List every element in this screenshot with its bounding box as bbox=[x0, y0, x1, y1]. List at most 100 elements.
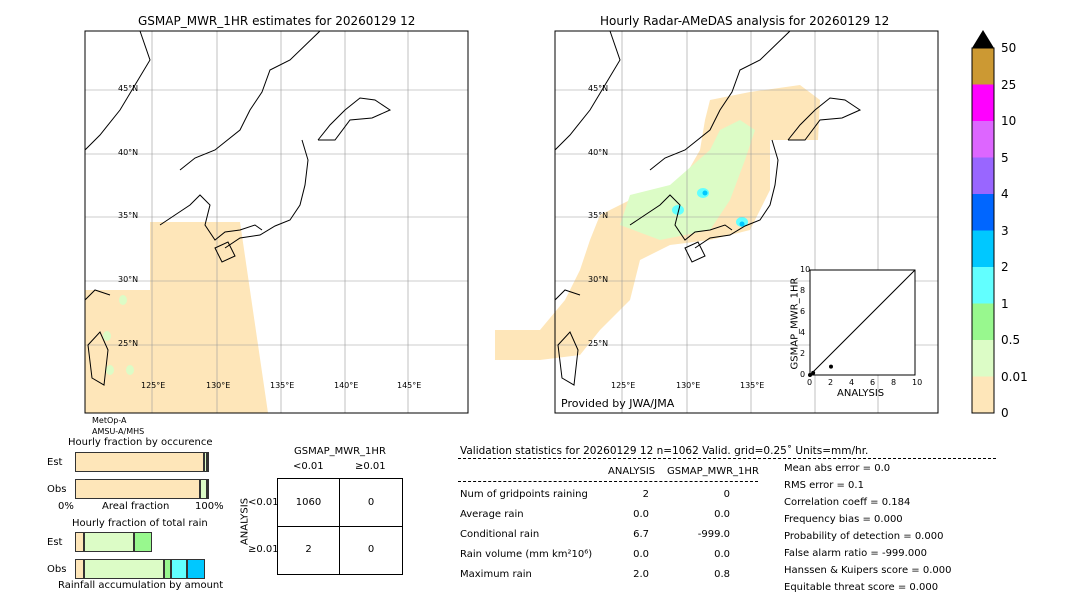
contingency-col-1: <0.01 bbox=[293, 461, 324, 472]
stacked-bar-segment bbox=[200, 479, 207, 499]
coastline bbox=[84, 30, 151, 151]
scatter-xtick: 10 bbox=[912, 378, 923, 387]
lon-label: 145°E bbox=[397, 381, 422, 390]
coastline bbox=[214, 241, 236, 263]
scatter-xtick: 8 bbox=[891, 378, 897, 387]
colorbar-tick: 3 bbox=[1001, 223, 1009, 238]
scatter-point bbox=[808, 373, 812, 377]
contingency-row-2: ≥0.01 bbox=[248, 544, 279, 555]
scatter-ytick: 4 bbox=[800, 328, 806, 337]
coastline bbox=[629, 194, 733, 241]
coastline bbox=[694, 139, 779, 249]
lat-label: 40°N bbox=[588, 148, 609, 157]
occurrence-title: Hourly fraction by occurence bbox=[68, 437, 213, 448]
right-map bbox=[495, 30, 939, 414]
coastline bbox=[317, 97, 392, 141]
colorbar-tick: 1 bbox=[1001, 296, 1009, 311]
scatter-ylabel: GSMAP_MWR_1HR bbox=[789, 277, 801, 370]
colorbar-bin-3 bbox=[972, 267, 994, 304]
stats-row-gsmap: 0.8 bbox=[714, 569, 730, 580]
stats-row-label: Maximum rain bbox=[460, 569, 532, 580]
light-rain-area bbox=[119, 295, 127, 305]
coastline bbox=[84, 289, 111, 301]
colorbar-bin-1 bbox=[972, 340, 994, 377]
stats-score: Hanssen & Kuipers score = 0.000 bbox=[784, 565, 952, 576]
contingency-col-2: ≥0.01 bbox=[355, 461, 386, 472]
stats-score: Correlation coeff = 0.184 bbox=[784, 497, 911, 508]
stats-score: Frequency bias = 0.000 bbox=[784, 514, 903, 525]
stats-row-analysis: 2.0 bbox=[633, 569, 649, 580]
rain-est-label: Est bbox=[47, 537, 63, 548]
stacked-bar-segment bbox=[75, 479, 201, 499]
occ-xmax: 100% bbox=[195, 501, 224, 512]
stacked-bar-segment bbox=[75, 559, 85, 579]
contingency-table: 1060 0 2 0 bbox=[277, 478, 403, 575]
stats-row-label: Average rain bbox=[460, 509, 524, 520]
stats-header: Validation statistics for 20260129 12 n=… bbox=[460, 445, 869, 457]
stacked-bar-segment bbox=[75, 532, 85, 552]
colorbar-bin-2 bbox=[972, 303, 994, 340]
lon-label: 125°E bbox=[611, 381, 636, 390]
scatter-xtick: 2 bbox=[828, 378, 834, 387]
colorbar-bin-0 bbox=[972, 376, 994, 413]
coastline bbox=[649, 30, 791, 171]
scatter-ytick: 0 bbox=[800, 370, 806, 379]
coastline bbox=[159, 194, 263, 241]
light-rain-area bbox=[106, 365, 114, 375]
colorbar-tick: 25 bbox=[1001, 77, 1017, 92]
colorbar-bin-9 bbox=[972, 48, 994, 85]
stats-row-gsmap: 0.0 bbox=[714, 549, 730, 560]
stats-row-label: Rain volume (mm km²10⁶) bbox=[460, 549, 593, 560]
colorbar-bin-6 bbox=[972, 157, 994, 194]
stats-row-label: Num of gridpoints raining bbox=[460, 489, 588, 500]
scatter-xtick: 4 bbox=[849, 378, 855, 387]
stacked-bar-segment bbox=[170, 559, 187, 579]
stacked-bar-segment bbox=[133, 532, 153, 552]
colorbar-tick: 5 bbox=[1001, 150, 1009, 165]
stats-row-label: Conditional rain bbox=[460, 529, 540, 540]
scatter-xtick: 0 bbox=[807, 378, 813, 387]
sensor-label-1: MetOp-A bbox=[92, 416, 127, 425]
heavy-rain-cell bbox=[702, 190, 708, 196]
scatter-point bbox=[811, 370, 816, 375]
rain-xlabel: Rainfall accumulation by amount bbox=[58, 580, 224, 591]
sensor-label-2: AMSU-A/MHS bbox=[92, 427, 145, 436]
stats-row-gsmap: -999.0 bbox=[697, 529, 730, 540]
lat-label: 30°N bbox=[118, 275, 139, 284]
stats-row-gsmap: 0 bbox=[723, 489, 730, 500]
stacked-bar-segment bbox=[84, 532, 134, 552]
coastline bbox=[224, 139, 309, 249]
stacked-bar-segment bbox=[164, 559, 171, 579]
lat-label: 35°N bbox=[118, 211, 139, 220]
coastline bbox=[787, 97, 862, 141]
colorbar-bin-5 bbox=[972, 194, 994, 231]
lon-label: 135°E bbox=[740, 381, 765, 390]
scatter-ytick: 2 bbox=[800, 349, 806, 358]
colorbar-frame bbox=[971, 47, 995, 414]
cell-c: 2 bbox=[305, 544, 312, 555]
cell-b: 0 bbox=[367, 497, 375, 508]
coastline bbox=[87, 331, 109, 386]
left-map bbox=[84, 30, 469, 414]
occ-obs-label: Obs bbox=[47, 484, 67, 495]
scatter-ytick: 6 bbox=[800, 307, 806, 316]
heavy-rain-cell bbox=[739, 221, 745, 227]
colorbar-tick: 4 bbox=[1001, 187, 1009, 201]
scatter-point bbox=[829, 364, 833, 369]
colorbar-tick: 10 bbox=[1001, 114, 1017, 128]
stats-score: False alarm ratio = -999.000 bbox=[784, 548, 927, 559]
stats-score: RMS error = 0.1 bbox=[784, 480, 864, 491]
analysis-light-rain bbox=[620, 120, 755, 240]
scatter-xlabel: ANALYSIS bbox=[837, 388, 885, 399]
colorbar-tick: 0.5 bbox=[1001, 333, 1021, 347]
lon-label: 130°E bbox=[676, 381, 701, 390]
stacked-bar-segment bbox=[206, 452, 209, 472]
lat-label: 25°N bbox=[118, 339, 139, 348]
contingency-title: GSMAP_MWR_1HR bbox=[294, 446, 386, 457]
cell-d: 0 bbox=[367, 544, 375, 555]
credit-label: Provided by JWA/JMA bbox=[561, 397, 675, 410]
lat-label: 40°N bbox=[118, 148, 139, 157]
rain-title: Hourly fraction of total rain bbox=[72, 518, 208, 529]
contingency-row-1: <0.01 bbox=[248, 497, 279, 508]
